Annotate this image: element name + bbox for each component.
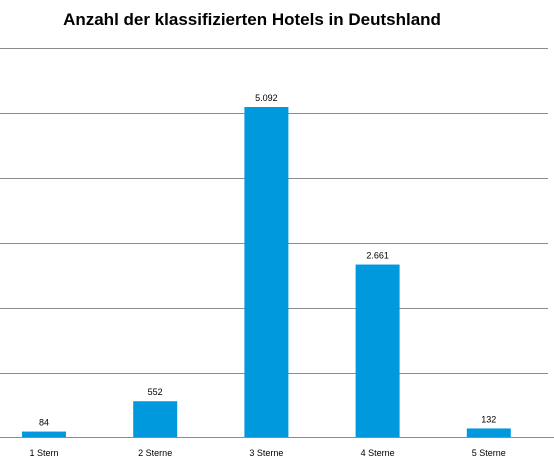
x-tick-label-5: 5 Sterne [472, 448, 506, 458]
value-label-2: 552 [148, 387, 163, 397]
x-tick-label-2: 2 Sterne [138, 448, 172, 458]
value-labels: 84 552 5.092 2.661 132 [39, 93, 496, 428]
bar-5 [466, 428, 511, 437]
x-tick-labels: 1 Stern 2 Sterne 3 Sterne 4 Sterne 5 Sterne [29, 448, 505, 458]
bar-4 [355, 264, 400, 437]
x-tick-label-4: 4 Sterne [361, 448, 395, 458]
chart-title: Anzahl der klassifizierten Hotels in Deu… [63, 10, 441, 29]
bar-3 [244, 107, 289, 437]
x-tick-label-1: 1 Stern [29, 448, 58, 458]
value-label-1: 84 [39, 418, 49, 428]
value-label-3: 5.092 [255, 93, 278, 103]
bars [22, 107, 511, 437]
value-label-5: 132 [481, 414, 496, 424]
bar-1 [22, 431, 66, 437]
value-label-4: 2.661 [366, 251, 389, 261]
bar-2 [133, 401, 178, 437]
x-tick-label-3: 3 Sterne [249, 448, 283, 458]
